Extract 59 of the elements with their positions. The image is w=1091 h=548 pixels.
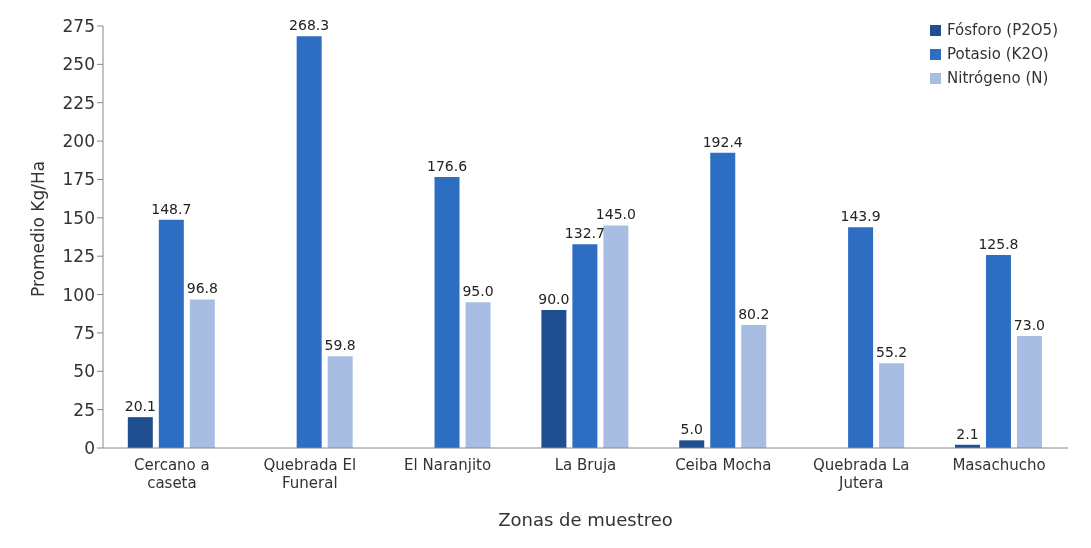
bar [572,244,598,448]
x-tick-label: Quebrada El Funeral [263,456,357,492]
data-label: 125.8 [978,235,1019,252]
bar [710,152,736,448]
legend-label: Potasio (K2O) [947,44,1049,65]
bar [327,356,353,448]
y-tick-label: 0 [84,438,95,459]
data-label: 2.1 [956,425,979,442]
data-label: 90.0 [538,290,570,307]
bar [158,219,184,448]
y-tick-label: 25 [73,399,95,420]
bar [741,324,767,448]
x-tick-label: Quebrada La Jutera [812,456,910,492]
y-tick-label: 150 [62,207,95,228]
bar [541,309,567,448]
data-label: 176.6 [426,158,468,174]
x-tick-label: El Naranjito [404,456,492,474]
y-tick-label: 250 [62,54,95,75]
y-tick-label: 100 [62,284,95,305]
x-tick-label: Masachucho [952,456,1046,474]
x-axis-title: Zonas de muestreo [498,509,673,530]
data-label: 132.7 [564,225,605,242]
data-label: 96.8 [186,280,218,297]
y-tick-label: 175 [62,169,95,190]
data-label: 55.2 [876,344,908,361]
data-label: 268.3 [289,17,330,34]
data-label: 148.7 [151,200,192,217]
data-label: 80.2 [738,305,770,322]
y-tick-label: 75 [73,322,95,343]
x-tick-label: Cercano a caseta [134,456,210,492]
bar [189,299,215,448]
y-tick-label: 275 [62,16,95,37]
y-tick-label: 50 [73,361,95,382]
bar [434,177,460,448]
y-tick-label: 125 [62,246,95,267]
bar [127,417,153,448]
legend-label: Fósforo (P2O5) [947,20,1058,41]
bar [879,363,905,448]
data-label: 95.0 [462,283,494,300]
y-axis-title: Promedio Kg/Ha [28,160,49,297]
data-label: 5.0 [680,421,703,438]
y-tick-label: 200 [62,131,95,152]
y-tick-label: 225 [62,92,95,113]
data-label: 192.4 [702,133,743,150]
bar [603,225,629,448]
bar [465,302,491,448]
data-label: 143.9 [840,208,881,225]
bar [679,440,705,448]
bar [985,254,1011,448]
legend-label: Nitrógeno (N) [947,68,1049,89]
data-label: 20.1 [124,398,156,415]
x-tick-label: Ceiba Mocha [675,456,772,474]
data-label: 145.0 [595,206,636,223]
data-label: 73.0 [1013,316,1046,333]
x-tick-label: La Bruja [554,456,617,474]
bar [296,36,322,448]
bar [1016,335,1042,448]
data-label: 59.8 [324,337,356,354]
bar [848,227,874,448]
